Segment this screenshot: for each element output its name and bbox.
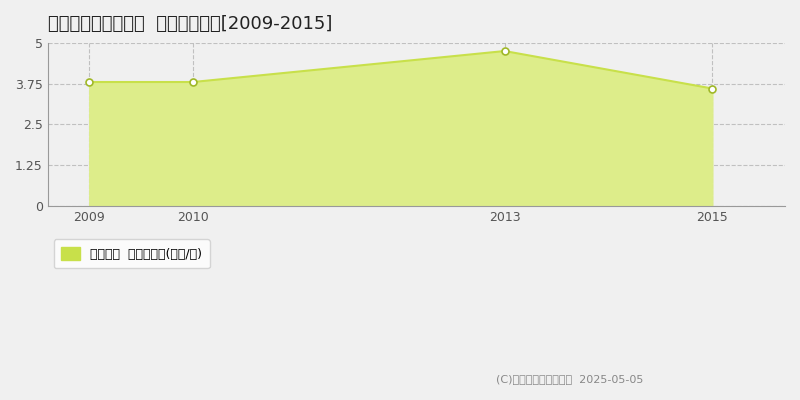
Legend: 土地価格  平均坪単価(万円/坪): 土地価格 平均坪単価(万円/坪): [54, 240, 210, 268]
Text: (C)土地価格ドットコム  2025-05-05: (C)土地価格ドットコム 2025-05-05: [496, 374, 643, 384]
Text: 足寄郡足寄町南四条  土地価格推移[2009-2015]: 足寄郡足寄町南四条 土地価格推移[2009-2015]: [48, 15, 332, 33]
